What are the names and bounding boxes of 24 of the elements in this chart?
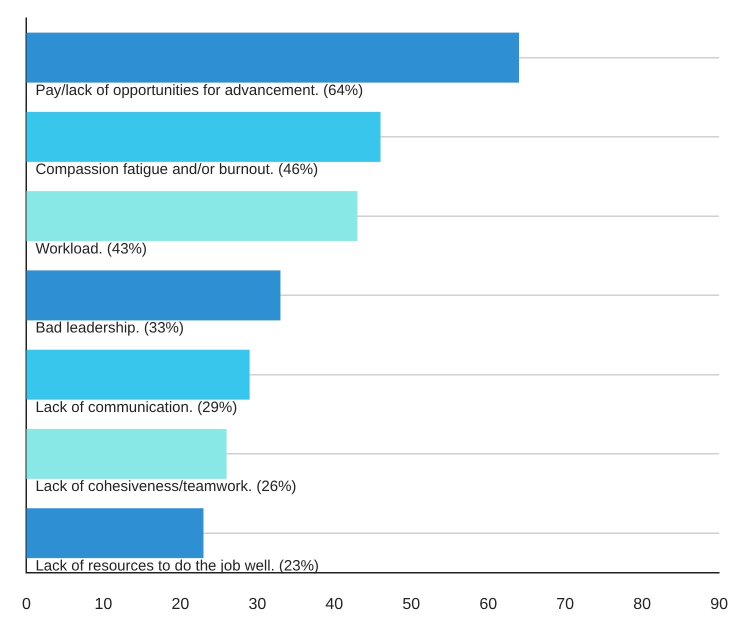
x-tick-label: 80 [633,596,652,613]
bar [26,270,280,320]
bar [26,508,204,558]
bar [26,428,227,479]
x-tick-label: 20 [171,596,190,613]
x-tick-label: 50 [402,596,420,613]
y-tick-label: Lack of communication. (29%) [35,398,238,416]
x-tick-label: 0 [22,596,31,613]
x-tick-label: 40 [325,596,344,613]
x-tick-label: 90 [710,596,728,613]
x-tick-label: 30 [248,596,266,613]
y-tick-label: Lack of cohesiveness/teamwork. (26%) [35,478,296,496]
x-tick-label: 10 [94,596,112,613]
y-tick-label: Workload. (43%) [35,240,147,258]
y-tick-label: Compassion fatigue and/or burnout. (46%) [35,161,318,178]
bar [26,191,358,242]
bar [26,350,250,400]
x-tick-label: 70 [556,596,574,613]
y-tick-label: Bad leadership. (33%) [35,320,184,337]
bar [26,32,519,83]
bar [26,112,380,162]
y-tick-label: Pay/lack of opportunities for advancement. (64%) [35,82,364,99]
x-tick-label: 60 [479,596,498,613]
y-tick-label: Lack of resources to do the job well. (23%) [35,557,319,574]
